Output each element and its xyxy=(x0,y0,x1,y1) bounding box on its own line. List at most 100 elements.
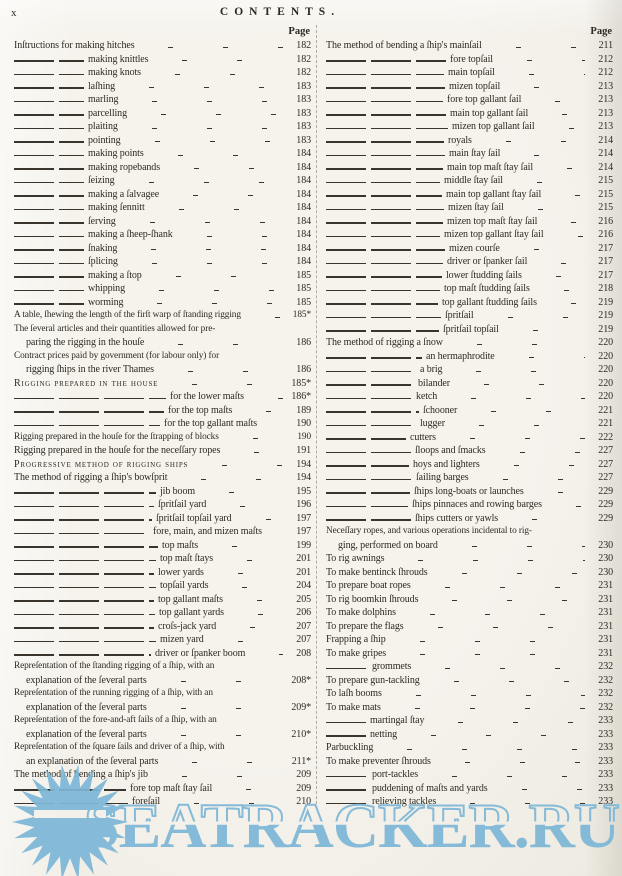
entry-text: A table, ſhewing the length of the firſt… xyxy=(14,310,241,320)
entry-text: explanation of the ſeveral parts xyxy=(26,674,147,686)
continuation-dash xyxy=(14,289,84,291)
toc-entry: foreſail 210 xyxy=(14,795,311,809)
page-number: 182 xyxy=(296,67,311,78)
toc-entry: ſpritſail yard 196 xyxy=(14,498,311,512)
page-number: 231 xyxy=(598,647,613,659)
continuation-dash xyxy=(14,586,156,588)
toc-entry: fore topſail 212 xyxy=(326,53,613,67)
dash-leaders xyxy=(226,451,283,453)
dash-leaders xyxy=(508,181,585,183)
dash-leaders xyxy=(390,559,585,561)
dash-leaders xyxy=(527,276,585,278)
toc-entry: Repreſentation of the fore-and-aft ſails… xyxy=(14,714,311,728)
page-number: 215 xyxy=(598,202,613,213)
entry-text: Repreſentation of the ſtanding rigging o… xyxy=(14,661,215,671)
toc-entry: top gallant ſtudding ſails 219 xyxy=(326,296,613,310)
page-number: 183 xyxy=(296,94,311,105)
dash-leaders xyxy=(123,127,283,129)
entry-text: an hermaphrodite xyxy=(426,350,495,362)
continuation-dash xyxy=(326,411,419,413)
page-number: 182 xyxy=(296,40,311,51)
dash-leaders xyxy=(218,789,283,791)
toc-entry: ſeizing 184 xyxy=(14,174,311,188)
page-number: 217 xyxy=(598,242,613,254)
page-number: 195 xyxy=(296,485,311,497)
toc-entry: hoys and lighters 227 xyxy=(326,458,613,472)
page-signature: x xyxy=(11,7,17,19)
continuation-dash xyxy=(326,330,439,332)
dash-leaders xyxy=(237,519,283,521)
entry-text: laſhing xyxy=(88,80,116,92)
page-number: 213 xyxy=(598,107,613,119)
page-number: 219 xyxy=(598,296,613,308)
continuation-dash xyxy=(14,532,149,534)
dash-leaders xyxy=(504,330,585,332)
continuation-dash xyxy=(14,100,84,102)
dash-leaders xyxy=(534,114,585,116)
entry-text: mizen yard xyxy=(160,634,204,645)
toc-entry: martingal ſtay 233 xyxy=(326,714,613,728)
toc-entry: To rig boomkin ſhrouds 231 xyxy=(326,593,613,607)
dash-leaders xyxy=(504,519,585,521)
toc-entry: explanation of the ſeveral parts 208* xyxy=(14,674,311,688)
dash-leaders xyxy=(493,789,585,791)
entry-text: netting xyxy=(370,728,398,740)
toc-entry: mizen courſe 217 xyxy=(326,242,613,256)
entry-text: fore, main, and mizen maſts xyxy=(153,526,262,537)
entry-text: croſs-jack yard xyxy=(158,620,217,632)
entry-text: ſhips cutters or yawls xyxy=(415,512,499,524)
entry-text: ſnaking xyxy=(88,242,118,254)
entry-text: fore top maſt ſtay ſail xyxy=(130,782,213,794)
continuation-dash xyxy=(14,235,84,237)
page-title: CONTENTS. xyxy=(219,6,341,18)
dash-leaders xyxy=(150,343,283,345)
toc-entry: ſhips long-boats or launches 229 xyxy=(326,485,613,499)
toc-entry: Progressive method of rigging ships 194 xyxy=(14,458,311,472)
entry-text: making a ſheep-ſhank xyxy=(88,229,173,240)
page-number: 184 xyxy=(296,242,311,254)
dash-leaders xyxy=(132,114,283,116)
toc-entry: Repreſentation of the ſquare ſails and d… xyxy=(14,741,311,755)
toc-entry: mizen ſtay ſail 215 xyxy=(326,201,613,215)
dash-leaders xyxy=(543,222,585,224)
continuation-dash xyxy=(326,735,366,737)
toc-entry: To prepare boat ropes 231 xyxy=(326,579,613,593)
toc-entry: top maſt ſtays 201 xyxy=(14,552,311,566)
dash-leaders xyxy=(450,424,585,426)
page-column-label: Page xyxy=(590,26,612,37)
continuation-dash xyxy=(14,492,156,494)
continuation-dash xyxy=(14,195,84,197)
entry-text: main top gallant ſail xyxy=(450,107,529,119)
entry-text: bilander xyxy=(418,377,450,389)
entry-text: To make gripes xyxy=(326,647,387,659)
toc-entry: making points 184 xyxy=(14,147,311,161)
page-number: 233 xyxy=(598,742,613,753)
right-column-entries: The method of bending a ſhip's mainſail … xyxy=(326,39,613,809)
entry-text: main top maſt ſtay ſail xyxy=(447,161,534,173)
entry-text: lugger xyxy=(420,418,445,429)
entry-text: making points xyxy=(88,148,144,159)
toc-entry: grommets 232 xyxy=(326,660,613,674)
toc-entry: Rigging prepared in the houſe for the ne… xyxy=(14,444,311,458)
dash-leaders xyxy=(147,276,283,278)
entry-text: ſchooner xyxy=(423,404,458,416)
dash-leaders xyxy=(442,802,585,804)
dash-leaders xyxy=(498,60,585,62)
entry-text: To prepare boat ropes xyxy=(326,580,411,591)
dash-leaders xyxy=(201,492,283,494)
entry-text: Inſtructions for making hitches xyxy=(14,40,135,51)
entry-text: jib boom xyxy=(160,485,196,497)
continuation-dash xyxy=(326,208,444,210)
page-number: 207 xyxy=(296,620,311,632)
toc-entry: making a ſalvagee 184 xyxy=(14,188,311,202)
entry-text: for the top gallant maſts xyxy=(164,418,258,429)
toc-entry: Repreſentation of the running rigging of… xyxy=(14,687,311,701)
page-number: 204 xyxy=(296,580,311,591)
entry-text: Rigging prepared in the houſe for the ne… xyxy=(14,445,221,456)
continuation-dash xyxy=(326,721,366,723)
dash-leaders xyxy=(500,73,585,75)
continuation-dash xyxy=(14,519,152,521)
page-number: 186 xyxy=(296,337,311,348)
page-number: 208 xyxy=(296,647,311,659)
dash-leaders xyxy=(509,208,585,210)
